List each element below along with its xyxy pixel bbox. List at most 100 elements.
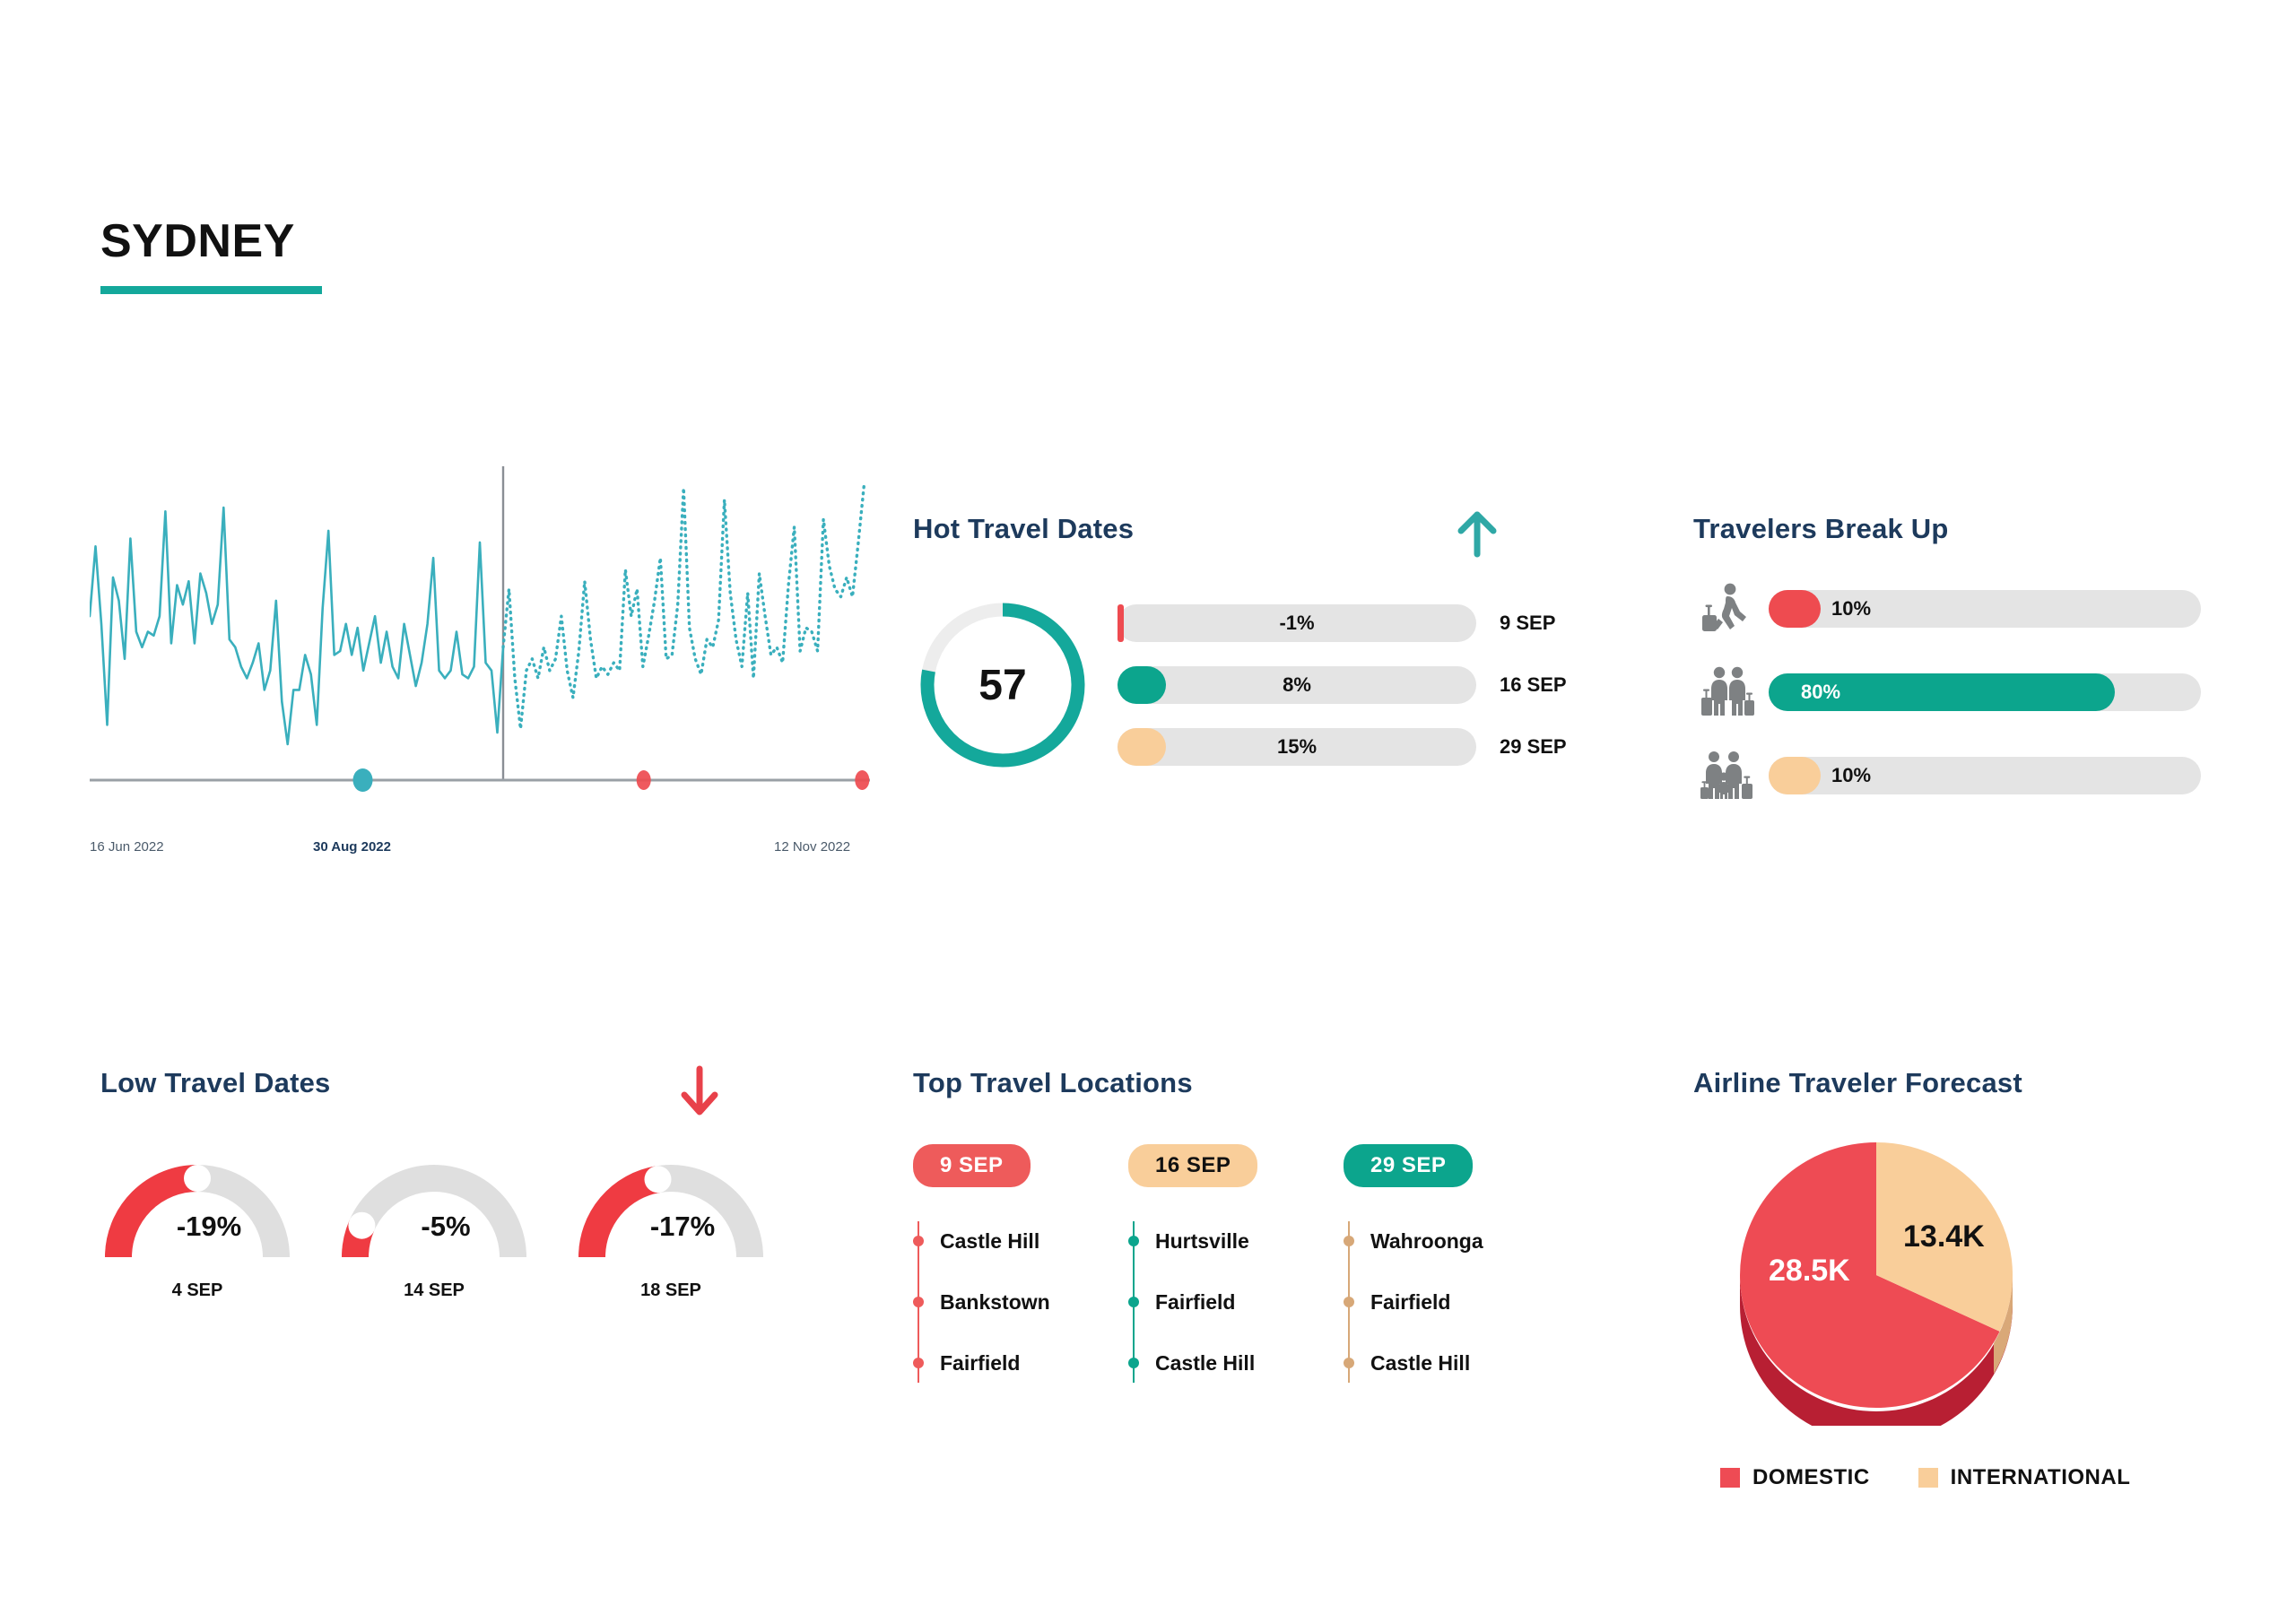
hot-travel-row[interactable]: 8% 16 SEP: [1118, 666, 1567, 704]
locations-item-label: Hurtsville: [1155, 1228, 1249, 1253]
timeline-marker-alert-2: [855, 770, 870, 790]
breakup-bar-value-1: 10%: [1831, 597, 1872, 620]
axis-label-start: 16 Jun 2022: [90, 839, 164, 855]
locations-column-3: 29 SEP Wahroonga Fairfield Castle Hill: [1344, 1144, 1505, 1393]
locations-item-label: Wahroonga: [1370, 1228, 1483, 1253]
breakup-bar-fill-1: [1769, 590, 1821, 628]
legend-swatch-international: [1918, 1468, 1938, 1488]
gauge-value-2: -5%: [421, 1211, 471, 1242]
hot-travel-body: 57 -1% 9 SEP 8% 16 SEP 15%: [913, 595, 1613, 775]
pie-legend: DOMESTIC INTERNATIONAL: [1720, 1465, 2249, 1490]
pie-label-international: 13.4K: [1903, 1219, 1985, 1254]
list-item[interactable]: Fairfield: [1344, 1271, 1505, 1332]
semicircle-gauge-svg-1: [105, 1165, 290, 1258]
top-travel-locations-panel: Top Travel Locations 9 SEP Castle Hill B…: [913, 1067, 1595, 1417]
timeline-marker-alert-1: [636, 770, 651, 790]
pie-depth-international: [1994, 1275, 2013, 1374]
arrow-up-icon: [1457, 511, 1497, 558]
axis-label-end: 12 Nov 2022: [774, 839, 851, 855]
trend-axis-labels: 16 Jun 2022 30 Aug 2022 12 Nov 2022: [90, 839, 870, 863]
locations-dot-icon: [1344, 1297, 1354, 1307]
page-title: SYDNEY: [100, 215, 295, 267]
family-traveler-icon: [1693, 746, 1761, 805]
travelers-breakup-row[interactable]: 10%: [1693, 579, 2249, 638]
locations-dot-icon: [913, 1236, 924, 1246]
locations-list-2: Hurtsville Fairfield Castle Hill: [1128, 1211, 1290, 1393]
hot-bar-fill-3: [1118, 728, 1166, 766]
hot-travel-header: Hot Travel Dates: [913, 511, 1613, 560]
low-travel-dates-panel: Low Travel Dates -19% 4 SEP: [100, 1065, 809, 1336]
locations-column-1: 9 SEP Castle Hill Bankstown Fairfield: [913, 1144, 1074, 1393]
legend-item-domestic: DOMESTIC: [1720, 1465, 1870, 1490]
locations-dot-icon: [1344, 1358, 1354, 1368]
hot-travel-gauge-value: 57: [978, 661, 1027, 709]
semicircle-gauge-svg-3: [578, 1165, 763, 1258]
locations-list-1: Castle Hill Bankstown Fairfield: [913, 1211, 1074, 1393]
breakup-bar-fill-2: [1769, 673, 2115, 711]
pie-slice-domestic: [1740, 1142, 2000, 1408]
low-travel-title: Low Travel Dates: [100, 1067, 331, 1098]
airline-forecast-title: Airline Traveler Forecast: [1693, 1067, 2022, 1098]
legend-label-domestic: DOMESTIC: [1752, 1465, 1870, 1489]
pie-chart-svg: [1740, 1142, 2013, 1442]
hot-travel-title: Hot Travel Dates: [913, 513, 1135, 544]
list-item[interactable]: Castle Hill: [913, 1211, 1074, 1271]
list-item[interactable]: Fairfield: [913, 1332, 1074, 1393]
list-item[interactable]: Fairfield: [1128, 1271, 1290, 1332]
pie-label-domestic: 28.5K: [1769, 1254, 1850, 1288]
hot-travel-row[interactable]: 15% 29 SEP: [1118, 728, 1567, 766]
top-travel-locations-title: Top Travel Locations: [913, 1067, 1193, 1098]
locations-date-pill-3[interactable]: 29 SEP: [1344, 1144, 1474, 1187]
list-item[interactable]: Castle Hill: [1344, 1332, 1505, 1393]
list-item[interactable]: Castle Hill: [1128, 1332, 1290, 1393]
low-travel-gauge-item[interactable]: -5% 14 SEP: [337, 1164, 531, 1301]
hot-bar-track-1: -1%: [1118, 604, 1476, 642]
hot-bar-track-2: 8%: [1118, 666, 1476, 704]
hot-bar-date-2: 16 SEP: [1500, 673, 1567, 696]
hot-travel-gauge: 57: [913, 595, 1092, 775]
low-travel-gauge-item[interactable]: -17% 18 SEP: [574, 1164, 768, 1301]
donut-gauge-svg: [920, 603, 1085, 768]
low-travel-gauge-item[interactable]: -19% 4 SEP: [100, 1164, 294, 1301]
pie-depth-domestic: [1740, 1275, 2013, 1442]
solo-traveler-icon: [1693, 579, 1761, 638]
hot-travel-row[interactable]: -1% 9 SEP: [1118, 604, 1567, 642]
locations-item-label: Fairfield: [1155, 1289, 1236, 1314]
travelers-breakup-row[interactable]: 80%: [1693, 663, 2249, 722]
locations-date-pill-1[interactable]: 9 SEP: [913, 1144, 1031, 1187]
breakup-bar-track-3: 10%: [1769, 757, 2201, 794]
locations-dot-icon: [913, 1297, 924, 1307]
list-item[interactable]: Hurtsville: [1128, 1211, 1290, 1271]
hot-bar-value-2: 8%: [1283, 673, 1311, 696]
list-item[interactable]: Wahroonga: [1344, 1211, 1505, 1271]
travelers-breakup-row[interactable]: 10%: [1693, 746, 2249, 805]
gauge-value-1: -19%: [176, 1211, 242, 1242]
locations-item-label: Castle Hill: [1155, 1350, 1256, 1375]
breakup-bar-value-3: 10%: [1831, 764, 1872, 786]
hot-travel-bar-list: -1% 9 SEP 8% 16 SEP 15% 29 SEP: [1118, 604, 1567, 766]
arrow-down-icon: [681, 1065, 718, 1115]
trend-line-svg: [90, 466, 870, 792]
actual-line: [90, 506, 505, 746]
travel-trend-chart: 16 Jun 2022 30 Aug 2022 12 Nov 2022: [90, 466, 870, 879]
timeline-marker-current: [352, 768, 373, 792]
hot-bar-track-3: 15%: [1118, 728, 1476, 766]
title-underline: [100, 286, 322, 294]
legend-swatch-domestic: [1720, 1468, 1740, 1488]
hot-bar-fill-2: [1118, 666, 1166, 704]
forecast-pie-chart: 28.5K 13.4K: [1715, 1121, 2074, 1444]
breakup-bar-value-2: 80%: [1801, 681, 1841, 703]
low-travel-gauge-list: -19% 4 SEP -5% 14 SEP: [100, 1164, 809, 1301]
locations-columns: 9 SEP Castle Hill Bankstown Fairfield 16…: [913, 1144, 1595, 1393]
legend-item-international: INTERNATIONAL: [1918, 1465, 2131, 1490]
hot-bar-value-1: -1%: [1279, 612, 1315, 634]
locations-column-2: 16 SEP Hurtsville Fairfield Castle Hill: [1128, 1144, 1290, 1393]
gauge-date-1: 4 SEP: [171, 1280, 223, 1300]
gauge-date-3: 18 SEP: [640, 1280, 701, 1300]
locations-date-pill-2[interactable]: 16 SEP: [1128, 1144, 1258, 1187]
gauge-date-2: 14 SEP: [404, 1280, 465, 1300]
donut-gauge-arc: [920, 603, 1085, 768]
list-item[interactable]: Bankstown: [913, 1271, 1074, 1332]
pie-slice-international: [1876, 1142, 2013, 1332]
semicircle-gauge-svg-2: [342, 1165, 526, 1258]
